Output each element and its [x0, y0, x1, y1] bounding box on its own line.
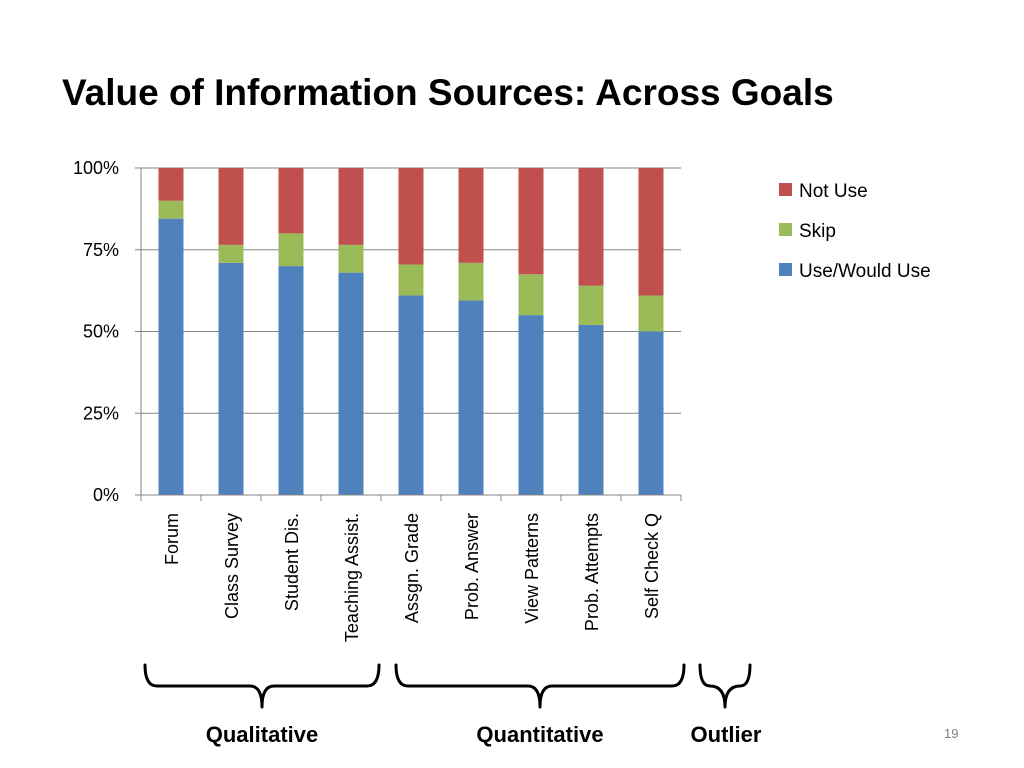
bar-segment-skip — [638, 295, 664, 332]
y-tick-label: 100% — [73, 158, 119, 178]
legend-swatch — [779, 223, 792, 236]
page-number: 19 — [944, 726, 959, 741]
bar-segment-skip — [158, 200, 184, 219]
brace-qualitative — [143, 663, 381, 709]
bar-segment-not-use — [518, 168, 544, 275]
bars — [158, 168, 664, 495]
y-tick-label: 0% — [93, 485, 119, 505]
legend-swatch — [779, 263, 792, 276]
bar-segment-use-would-use — [158, 218, 184, 495]
axes: 0% 25% 50% 75% 100% — [73, 158, 682, 505]
bar-segment-use-would-use — [458, 300, 484, 495]
bar-segment-skip — [578, 285, 604, 325]
bar-segment-use-would-use — [398, 295, 424, 495]
bar-segment-skip — [518, 274, 544, 316]
bar-segment-not-use — [398, 168, 424, 265]
bar-segment-use-would-use — [578, 324, 604, 495]
category-label: Forum — [162, 513, 182, 565]
y-tick-label: 50% — [83, 322, 119, 342]
bar-segment-not-use — [278, 168, 304, 234]
category-labels: Forum Class Survey Student Dis. Teaching As… — [162, 513, 662, 642]
legend-label: Skip — [799, 221, 836, 242]
category-label: Prob. Answer — [462, 513, 482, 620]
bar-segment-not-use — [338, 168, 364, 245]
bar-segment-not-use — [638, 168, 664, 296]
group-braces — [143, 663, 752, 709]
bar-segment-use-would-use — [638, 331, 664, 495]
category-label: Prob. Attempts — [582, 513, 602, 631]
bar-segment-skip — [278, 233, 304, 267]
bar-segment-use-would-use — [278, 266, 304, 495]
bar-segment-use-would-use — [518, 315, 544, 495]
group-label-outlier: Outlier — [690, 722, 762, 747]
bar-segment-skip — [458, 262, 484, 301]
bar-segment-use-would-use — [338, 272, 364, 495]
bar-segment-skip — [218, 244, 244, 263]
legend-swatch — [779, 183, 792, 196]
category-label: Self Check Q — [642, 513, 662, 619]
category-label: Teaching Assist. — [342, 513, 362, 642]
legend-label: Use/Would Use — [799, 261, 931, 282]
legend: Not Use Skip Use/Would Use — [779, 181, 931, 282]
bar-segment-not-use — [218, 168, 244, 245]
bar-segment-not-use — [578, 168, 604, 286]
y-tick-label: 75% — [83, 240, 119, 260]
bar-segment-skip — [338, 244, 364, 273]
slide-title: Value of Information Sources: Across Goa… — [62, 72, 834, 113]
category-label: Class Survey — [222, 513, 242, 619]
bar-segment-not-use — [458, 168, 484, 263]
category-label: Student Dis. — [282, 513, 302, 611]
brace-outlier — [698, 663, 752, 709]
y-tick-label: 25% — [83, 403, 119, 423]
bar-segment-use-would-use — [218, 262, 244, 495]
legend-label: Not Use — [799, 181, 868, 202]
bar-segment-skip — [398, 264, 424, 296]
category-label: View Patterns — [522, 513, 542, 624]
group-label-qualitative: Qualitative — [205, 722, 319, 747]
brace-quantitative — [394, 663, 686, 709]
group-label-quantitative: Quantitative — [476, 722, 604, 747]
category-label: Assgn. Grade — [402, 513, 422, 623]
bar-segment-not-use — [158, 168, 184, 201]
